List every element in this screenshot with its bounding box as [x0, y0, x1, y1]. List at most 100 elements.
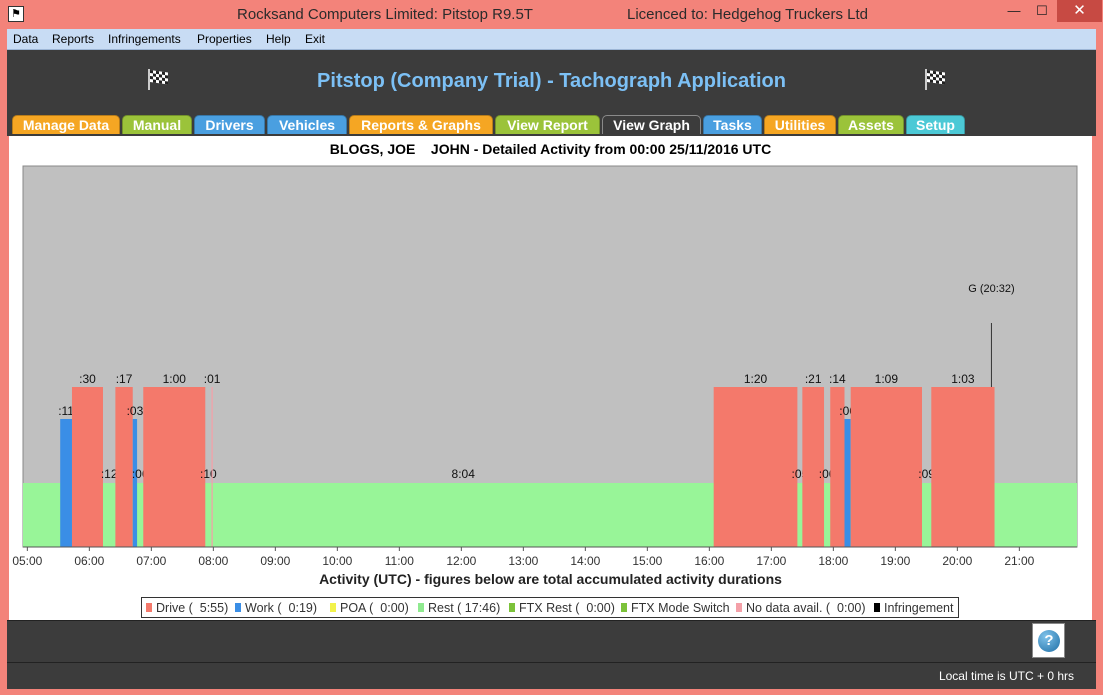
legend-swatch: [330, 603, 336, 612]
tab-reports-graphs[interactable]: Reports & Graphs: [349, 115, 493, 134]
tab-utilities[interactable]: Utilities: [764, 115, 836, 134]
work-bar: [132, 419, 138, 547]
duration-label: 1:00: [163, 372, 187, 386]
tab-drivers[interactable]: Drivers: [194, 115, 265, 134]
legend-no-data: No data avail. ( 0:00): [736, 601, 866, 615]
x-tick-label: 16:00: [694, 554, 724, 568]
window-title: Rocksand Computers Limited: Pitstop R9.5…: [237, 6, 533, 23]
menu-bar: Data Reports Infringements Properties He…: [7, 29, 1096, 50]
app-header: Pitstop (Company Trial) - Tachograph App…: [7, 50, 1096, 114]
legend: Drive ( 5:55) Work ( 0:19) POA ( 0:00) R…: [141, 597, 959, 618]
menu-infringements[interactable]: Infringements: [108, 32, 181, 46]
maximize-button[interactable]: ☐: [1036, 3, 1048, 18]
tab-assets[interactable]: Assets: [838, 115, 904, 134]
legend-poa: POA ( 0:00): [330, 601, 409, 615]
menu-properties[interactable]: Properties: [197, 32, 252, 46]
duration-label: :09: [918, 467, 935, 481]
duration-label: :17: [116, 372, 133, 386]
duration-label: :03: [127, 404, 144, 418]
drive-bar: [71, 387, 103, 547]
tab-view-report[interactable]: View Report: [495, 115, 600, 134]
drive-bar: [850, 387, 922, 547]
legend-swatch: [509, 603, 515, 612]
work-bar: [60, 419, 72, 547]
marker-label: G (20:32): [968, 283, 1014, 295]
legend-swatch: [736, 603, 742, 612]
duration-label: 1:03: [951, 372, 975, 386]
close-button[interactable]: ✕: [1057, 0, 1102, 22]
work-bar: [844, 419, 851, 547]
legend-drive: Drive ( 5:55): [146, 601, 228, 615]
menu-data[interactable]: Data: [13, 32, 39, 46]
x-tick-label: 17:00: [756, 554, 786, 568]
drive-bar: [802, 387, 825, 547]
activity-chart: :11:30:12:17:03:061:00:10:018:041:20:05:…: [12, 165, 1078, 568]
legend-swatch: [235, 603, 241, 612]
x-tick-label: 15:00: [632, 554, 662, 568]
duration-label: 1:20: [744, 372, 768, 386]
no_data-bar: [211, 387, 213, 547]
app-title: Pitstop (Company Trial) - Tachograph App…: [317, 70, 786, 92]
title-bar: ⚑ Rocksand Computers Limited: Pitstop R9…: [0, 0, 1103, 29]
x-tick-label: 11:00: [385, 554, 414, 568]
app-icon[interactable]: ⚑: [8, 6, 24, 22]
x-tick-label: 08:00: [198, 554, 228, 568]
graph-title: BLOGS, JOE JOHN - Detailed Activity from…: [329, 141, 772, 157]
x-tick-label: 18:00: [818, 554, 848, 568]
legend-swatch: [418, 603, 424, 612]
tab-setup[interactable]: Setup: [906, 115, 965, 134]
x-tick-label: 19:00: [880, 554, 910, 568]
checkered-flag-icon: [925, 69, 945, 90]
duration-label: :11: [58, 404, 74, 418]
tab-vehicles[interactable]: Vehicles: [267, 115, 347, 134]
x-tick-label: 10:00: [322, 554, 352, 568]
licence-text: Licenced to: Hedgehog Truckers Ltd: [627, 6, 868, 23]
duration-label: :12: [101, 467, 118, 481]
help-button[interactable]: ?: [1032, 623, 1065, 658]
checkered-flag-icon: [148, 69, 168, 90]
tab-view-graph[interactable]: View Graph: [602, 115, 701, 134]
tab-manage-data[interactable]: Manage Data: [12, 115, 120, 134]
tab-bar: Manage Data Manual Drivers Vehicles Repo…: [7, 114, 1096, 136]
status-bar: Local time is UTC + 0 hrs: [7, 662, 1096, 689]
menu-reports[interactable]: Reports: [52, 32, 95, 46]
duration-label: :14: [829, 372, 846, 386]
x-tick-label: 20:00: [942, 554, 972, 568]
menu-help[interactable]: Help: [266, 32, 291, 46]
drive-bar: [830, 387, 845, 547]
tab-tasks[interactable]: Tasks: [703, 115, 762, 134]
tab-manual[interactable]: Manual: [122, 115, 192, 134]
x-tick-label: 09:00: [260, 554, 290, 568]
drive-bar: [143, 387, 206, 547]
duration-label: :10: [200, 467, 217, 481]
x-tick-label: 13:00: [508, 554, 538, 568]
footer-bar: ?: [7, 620, 1096, 662]
graph-panel: BLOGS, JOE JOHN - Detailed Activity from…: [9, 136, 1092, 620]
legend-ftx-mode-switch: FTX Mode Switch: [621, 601, 730, 615]
help-icon: ?: [1038, 630, 1060, 652]
legend-swatch: [621, 603, 627, 612]
minimize-button[interactable]: —: [1007, 3, 1021, 18]
menu-exit[interactable]: Exit: [305, 32, 326, 46]
duration-label: 1:09: [875, 372, 899, 386]
status-text: Local time is UTC + 0 hrs: [938, 669, 1074, 683]
legend-ftx-rest: FTX Rest ( 0:00): [509, 601, 615, 615]
x-tick-label: 05:00: [12, 554, 42, 568]
x-tick-label: 14:00: [570, 554, 600, 568]
x-axis-caption: Activity (UTC) - figures below are total…: [319, 571, 782, 587]
x-tick-label: 06:00: [74, 554, 104, 568]
duration-label: :01: [204, 372, 221, 386]
x-tick-label: 12:00: [446, 554, 476, 568]
legend-swatch: [146, 603, 152, 612]
x-tick-label: 21:00: [1004, 554, 1034, 568]
drive-bar: [115, 387, 133, 547]
legend-infringement: Infringement: [874, 601, 953, 615]
drive-bar: [931, 387, 995, 547]
duration-label: :30: [79, 372, 96, 386]
legend-rest: Rest ( 17:46): [418, 601, 500, 615]
x-tick-label: 07:00: [136, 554, 166, 568]
duration-label: 8:04: [452, 467, 476, 481]
duration-label: :21: [805, 372, 822, 386]
drive-bar: [713, 387, 798, 547]
legend-swatch: [874, 603, 880, 612]
